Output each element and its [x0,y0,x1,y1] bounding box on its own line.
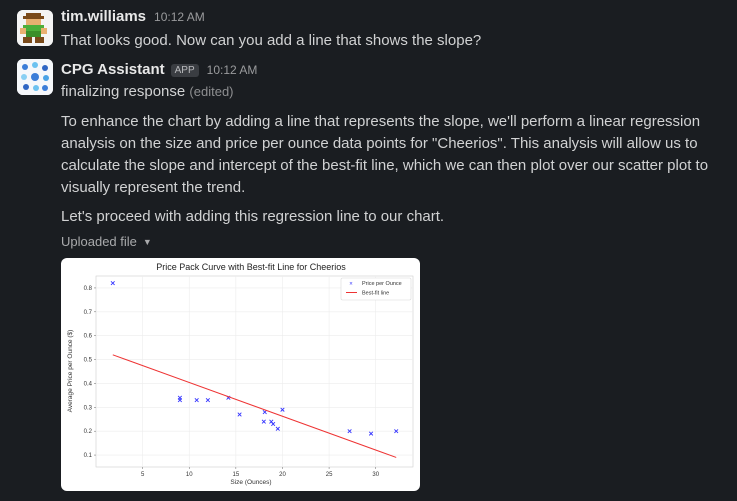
edited-label: (edited) [189,84,234,99]
plot-frame [95,275,414,468]
y-tick-label: 0.1 [84,453,93,459]
data-point-stroke [269,419,274,424]
user-avatar[interactable] [17,10,53,46]
chart-title: Price Pack Curve with Best-fit Line for … [156,262,346,272]
marks [110,281,399,458]
data-point-stroke [205,398,211,403]
y-tick-label: 0.8 [84,286,93,292]
data-point-stroke [368,431,374,436]
app-badge: APP [170,64,199,77]
data-point [194,398,199,403]
legend-label-points: Price per Ounce [362,281,402,287]
data-point [368,431,374,436]
data-point-stroke [347,429,352,434]
data-point [280,407,285,412]
data-point-stroke [262,409,267,415]
best-fit-line [112,354,397,458]
y-tick-label: 0.4 [84,381,93,387]
y-tick-label: 0.5 [84,358,93,364]
message-text: That looks good. Now can you add a line … [61,32,482,49]
data-point [275,426,280,431]
y-tick-label: 0.2 [84,429,93,435]
data-point-stroke [261,419,266,424]
data-point-stroke [226,395,231,400]
author-name[interactable]: tim.williams [61,8,147,25]
data-point [205,398,211,403]
data-point [237,412,242,417]
data-point-stroke [394,429,399,434]
grid [96,276,413,467]
caret-down-icon: ▼ [142,236,152,247]
legend: × Price per Ounce Best-fit line [340,277,412,301]
data-point [177,398,183,403]
data-point [347,429,352,434]
x-tick-label: 5 [141,472,145,478]
x-tick-label: 10 [186,472,193,478]
data-point-stroke [280,407,285,412]
message-paragraph: Let's proceed with adding this regressio… [61,208,445,225]
x-axis-label: Size (Ounces) [230,479,271,486]
x-tick-label: 15 [233,472,240,478]
data-point-stroke [110,281,115,286]
message-header: CPG Assistant APP 10:12 AM [61,61,257,81]
author-name[interactable]: CPG Assistant [61,61,165,78]
data-point [110,281,115,286]
data-point-stroke [271,421,276,427]
data-point [394,429,399,434]
data-point [261,419,266,424]
x-tick-label: 30 [372,472,379,478]
attachment-toggle[interactable]: Uploaded file ▼ [61,234,152,249]
data-point [271,421,276,427]
timestamp[interactable]: 10:12 AM [154,10,205,24]
chart-image[interactable]: Price Pack Curve with Best-fit Line for … [61,258,420,491]
data-point-stroke [275,426,280,431]
legend-label-line: Best-fit line [362,291,389,297]
y-tick-label: 0.6 [84,334,93,340]
data-point-stroke [194,398,199,403]
y-tick-label: 0.3 [84,405,93,411]
legend-marker-x: × [349,282,353,288]
x-tick-label: 20 [279,472,286,478]
y-tick-label: 0.7 [84,310,93,316]
ticks: 5 10 15 20 25 30 0.1 0.2 0.3 0.4 0.5 0.6 0.7 0.8 [84,286,380,478]
bot-avatar[interactable] [17,59,53,95]
status-line: finalizing response (edited) [61,81,234,103]
data-point [262,409,267,415]
scatter-chart: Price Pack Curve with Best-fit Line for … [67,262,414,486]
data-point-stroke [177,398,183,403]
status-text: finalizing response [61,83,186,100]
x-tick-label: 25 [326,472,333,478]
y-axis-label: Average Price per Ounce ($) [67,330,74,413]
timestamp[interactable]: 10:12 AM [206,63,258,77]
message-header: tim.williams 10:12 AM [61,8,205,28]
data-point-stroke [237,412,242,417]
message-paragraph: To enhance the chart by adding a line th… [61,113,709,196]
attachment-label: Uploaded file [61,234,137,249]
